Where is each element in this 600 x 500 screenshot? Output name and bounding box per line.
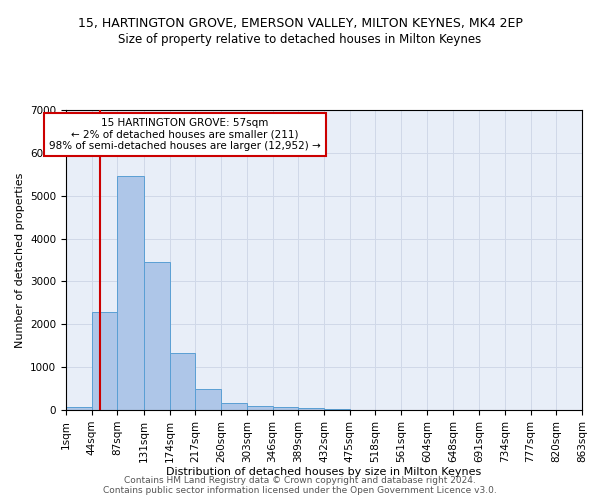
Bar [170, 354, 195, 410]
Text: Size of property relative to detached houses in Milton Keynes: Size of property relative to detached ho… [118, 32, 482, 46]
Bar [92, 312, 118, 410]
Bar [272, 408, 298, 410]
Bar [195, 390, 221, 410]
Bar [298, 408, 324, 410]
X-axis label: Distribution of detached houses by size in Milton Keynes: Distribution of detached houses by size … [166, 468, 482, 477]
Bar [144, 262, 170, 410]
Text: Contains HM Land Registry data © Crown copyright and database right 2024.
Contai: Contains HM Land Registry data © Crown c… [103, 476, 497, 495]
Bar [221, 402, 247, 410]
Bar [247, 406, 272, 410]
Y-axis label: Number of detached properties: Number of detached properties [14, 172, 25, 348]
Text: 15 HARTINGTON GROVE: 57sqm
← 2% of detached houses are smaller (211)
98% of semi: 15 HARTINGTON GROVE: 57sqm ← 2% of detac… [49, 118, 321, 151]
Bar [118, 176, 144, 410]
Text: 15, HARTINGTON GROVE, EMERSON VALLEY, MILTON KEYNES, MK4 2EP: 15, HARTINGTON GROVE, EMERSON VALLEY, MI… [77, 18, 523, 30]
Bar [324, 409, 350, 410]
Bar [66, 407, 92, 410]
